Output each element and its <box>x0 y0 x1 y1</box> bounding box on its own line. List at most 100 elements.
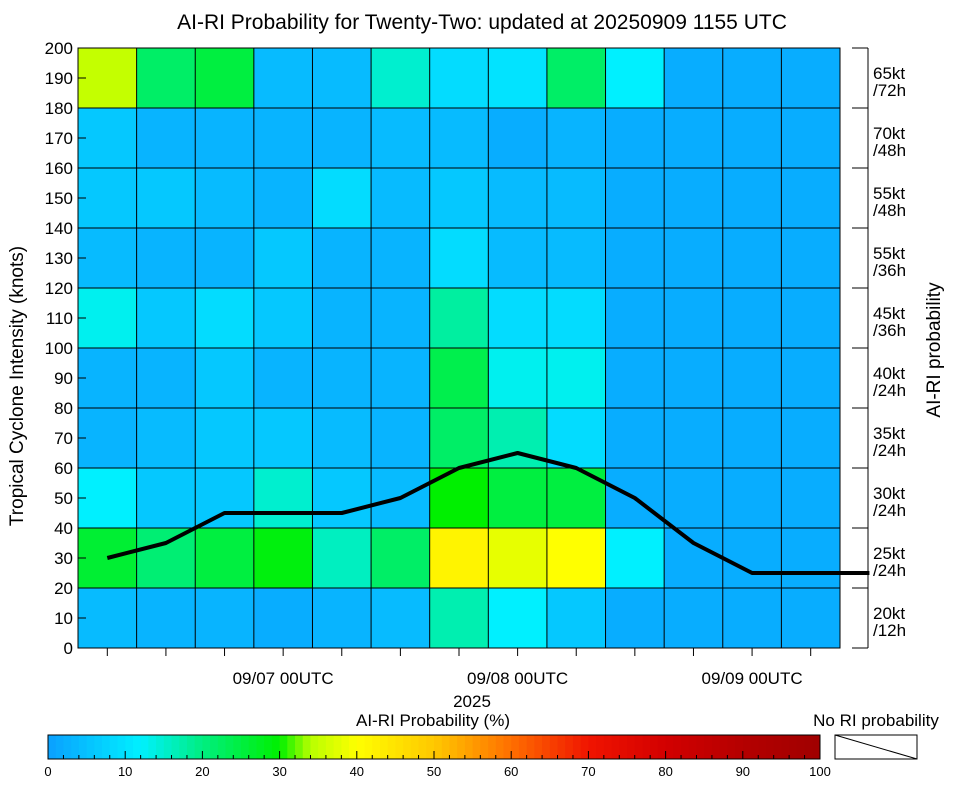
colorbar-segment <box>125 735 134 759</box>
heatmap-cell <box>781 108 841 169</box>
colorbar-segment <box>325 735 335 759</box>
heatmap-cell <box>429 348 489 409</box>
colorbar-segment <box>488 735 497 759</box>
colorbar-segment <box>171 735 180 759</box>
colorbar-segment <box>194 735 203 759</box>
colorbar-segment <box>356 735 366 759</box>
colorbar-segment <box>318 735 327 759</box>
colorbar-segment <box>449 735 458 759</box>
y-axis: 0 10 20 30 40 50 60 70 80 90 100 110 120 130 140 150 160… <box>45 39 86 658</box>
heatmap-cell <box>664 348 724 409</box>
colorbar-segment <box>302 735 311 759</box>
heatmap-cell <box>781 228 841 289</box>
heatmap-cell <box>78 588 138 649</box>
colorbar-segment <box>457 735 466 759</box>
heatmap-cell <box>195 528 255 589</box>
heatmap-cell <box>195 408 255 469</box>
y-tick-label: 140 <box>45 219 73 238</box>
colorbar-segment <box>379 735 389 759</box>
colorbar-segment <box>86 735 95 759</box>
y-tick-label: 110 <box>46 309 73 328</box>
y-tick-label: 180 <box>45 99 73 118</box>
right-axis-label: AI-RI probability <box>924 282 945 418</box>
colorbar-segment <box>140 735 149 759</box>
colorbar-segment <box>518 735 528 759</box>
colorbar-segment <box>634 735 643 759</box>
heatmap-cell <box>546 348 606 409</box>
heatmap-cell <box>781 288 841 349</box>
heatmap-cell <box>429 288 489 349</box>
colorbar-tick-label: 10 <box>118 764 132 779</box>
threshold-label: 40kt/24h <box>873 364 906 400</box>
heatmap-cell <box>781 588 841 649</box>
colorbar-segment <box>472 735 481 759</box>
heatmap-cell <box>488 588 548 649</box>
colorbar-segment <box>210 735 219 759</box>
heatmap-grid <box>78 48 840 648</box>
colorbar-segment <box>557 735 566 759</box>
colorbar-segment <box>735 735 744 759</box>
y-tick-label: 90 <box>54 369 73 388</box>
heatmap-cell <box>253 228 313 289</box>
heatmap-cell <box>605 408 665 469</box>
colorbar-segment <box>349 735 358 759</box>
heatmap-cell <box>371 108 431 169</box>
heatmap-cells <box>78 48 841 649</box>
y-tick-label: 30 <box>54 549 73 568</box>
colorbar-segment <box>186 735 196 759</box>
heatmap-cell <box>312 528 372 589</box>
heatmap-cell <box>253 108 313 169</box>
heatmap-cell <box>253 408 313 469</box>
colorbar-segment <box>225 735 234 759</box>
heatmap-cell <box>136 108 196 169</box>
colorbar-segment <box>233 735 242 759</box>
heatmap-cell <box>722 348 782 409</box>
colorbar-segment <box>264 735 273 759</box>
heatmap-cell <box>312 228 372 289</box>
heatmap-cell <box>605 228 665 289</box>
colorbar-segment <box>364 735 373 759</box>
heatmap-cell <box>781 348 841 409</box>
colorbar-segment <box>434 735 443 759</box>
colorbar-segment <box>627 735 636 759</box>
heatmap-cell <box>664 468 724 529</box>
colorbar-segment <box>572 735 582 759</box>
heatmap-cell <box>546 228 606 289</box>
heatmap-cell <box>312 288 372 349</box>
heatmap-cell <box>722 468 782 529</box>
heatmap-cell <box>195 48 255 109</box>
colorbar-segment <box>603 735 613 759</box>
threshold-label: 30kt/24h <box>873 484 906 520</box>
heatmap-cell <box>371 228 431 289</box>
y-tick-label: 160 <box>45 159 73 178</box>
y-tick-label: 40 <box>54 519 73 538</box>
heatmap-cell <box>664 48 724 109</box>
colorbar-segment <box>132 735 142 759</box>
heatmap-cell <box>195 228 255 289</box>
colorbar-segment <box>102 735 111 759</box>
y-axis-label: Tropical Cyclone Intensity (knots) <box>7 246 28 526</box>
colorbar-segment <box>796 735 806 759</box>
y-tick-label: 70 <box>54 429 73 448</box>
heatmap-cell <box>429 588 489 649</box>
colorbar-segment <box>464 735 474 759</box>
colorbar-segment <box>727 735 736 759</box>
heatmap-cell <box>371 588 431 649</box>
heatmap-cell <box>781 408 841 469</box>
heatmap-cell <box>664 228 724 289</box>
colorbar-segment <box>395 735 404 759</box>
colorbar-segment <box>773 735 782 759</box>
colorbar-segment <box>441 735 450 759</box>
colorbar-segment <box>480 735 489 759</box>
heatmap-cell <box>78 288 138 349</box>
colorbar-segment <box>696 735 705 759</box>
colorbar-segment <box>526 735 535 759</box>
colorbar-segment <box>542 735 551 759</box>
heatmap-cell <box>371 348 431 409</box>
heatmap-cell <box>195 108 255 169</box>
heatmap-cell <box>781 528 841 589</box>
heatmap-cell <box>136 588 196 649</box>
heatmap-cell <box>605 48 665 109</box>
heatmap-cell <box>546 48 606 109</box>
